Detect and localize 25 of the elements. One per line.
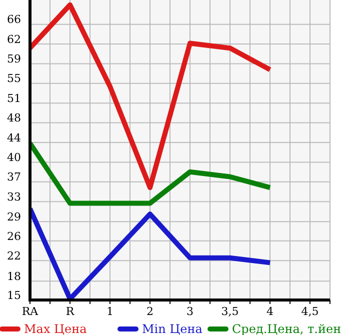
legend-label: Max Цена <box>24 322 87 335</box>
x-tick-label: 1 <box>106 305 114 318</box>
y-tick-label: 51 <box>7 92 21 105</box>
y-tick-label: 48 <box>7 112 21 125</box>
legend-label: Min Цена <box>142 322 202 335</box>
x-tick-label: 4 <box>266 305 274 318</box>
x-tick-label: 3,5 <box>221 305 239 318</box>
y-tick-label: 44 <box>7 131 21 144</box>
x-tick-label: 2 <box>146 305 154 318</box>
y-tick-label: 15 <box>7 288 21 302</box>
y-tick-label: 66 <box>7 13 21 26</box>
y-tick-label: 59 <box>7 52 21 66</box>
y-tick-label: 18 <box>7 270 21 283</box>
x-tick-label: RA <box>22 305 40 318</box>
y-tick-label: 40 <box>7 151 21 164</box>
y-tick-label: 22 <box>7 249 21 262</box>
y-tick-label: 26 <box>7 230 21 243</box>
y-tick-label: 33 <box>7 190 21 204</box>
y-tick-label: 62 <box>7 32 21 46</box>
y-tick-label: 37 <box>7 170 21 184</box>
x-tick-label: R <box>66 305 75 318</box>
x-tick-label: 4,5 <box>301 305 319 318</box>
x-tick-label: 3 <box>186 305 194 318</box>
y-tick-label: 29 <box>7 210 21 224</box>
y-tick-label: 55 <box>7 72 21 86</box>
